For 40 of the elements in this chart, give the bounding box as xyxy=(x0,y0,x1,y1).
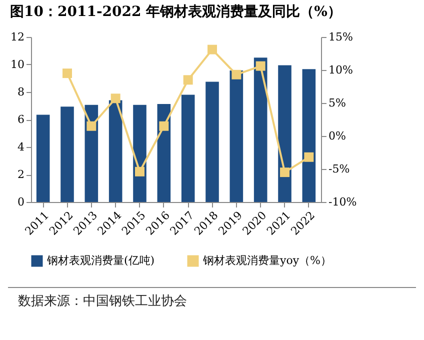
y-tick-label: 8 xyxy=(18,86,24,98)
y-tick-label: 2 xyxy=(18,168,24,181)
point xyxy=(62,68,72,78)
chart-title: 图10：2011-2022 年钢材表观消费量及同比（%） xyxy=(10,4,342,20)
bar xyxy=(254,58,268,202)
bar xyxy=(36,114,50,202)
point xyxy=(304,152,314,162)
y-tick-label: 0 xyxy=(18,196,24,208)
point xyxy=(135,166,144,176)
point xyxy=(208,44,217,54)
bar xyxy=(108,100,122,202)
bar xyxy=(230,70,244,202)
source-note: 数据来源：中国钢铁工业协会 xyxy=(8,287,416,314)
bar xyxy=(60,106,74,202)
point xyxy=(86,121,96,131)
point xyxy=(256,61,266,71)
legend-label: 钢材表观消费量(亿吨) xyxy=(46,254,155,267)
bar xyxy=(84,104,98,202)
point xyxy=(280,168,290,178)
y2-tick-label: 15% xyxy=(328,30,353,44)
y-tick-label: 10 xyxy=(10,58,24,71)
y2-tick-label: -5% xyxy=(328,162,350,176)
bar xyxy=(278,65,292,202)
point xyxy=(232,70,242,80)
bar xyxy=(302,69,316,202)
bar xyxy=(181,94,195,202)
y-tick-label: 6 xyxy=(18,113,24,126)
point xyxy=(183,75,193,85)
y2-tick-label: -10% xyxy=(328,196,357,208)
y-tick-label: 4 xyxy=(18,140,24,154)
y2-tick-label: 5% xyxy=(328,96,346,110)
point xyxy=(159,121,169,131)
point xyxy=(110,94,120,104)
y2-tick-label: 10% xyxy=(328,64,353,76)
bar xyxy=(133,104,146,202)
y2-tick-label: 0% xyxy=(328,130,346,142)
legend-label: 钢材表观消费量yoy（%） xyxy=(202,254,332,267)
bar xyxy=(206,82,219,202)
bar xyxy=(157,104,171,202)
y-tick-label: 12 xyxy=(10,30,24,44)
